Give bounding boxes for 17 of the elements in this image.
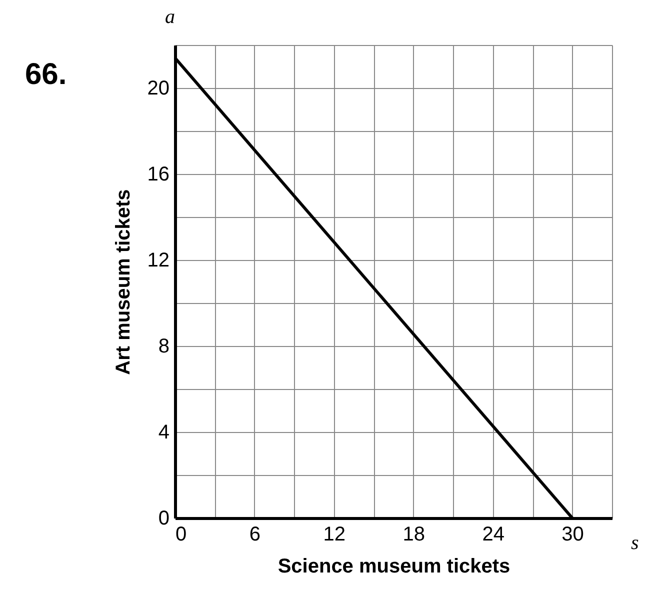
- text: 66.: [25, 58, 67, 91]
- x-tick-label: 18: [402, 524, 425, 546]
- x-tick-label: 6: [249, 524, 261, 546]
- text: s: [631, 532, 639, 554]
- x-tick-label: 12: [323, 524, 346, 546]
- y-tick-label: 0: [158, 508, 170, 530]
- y-tick-label: 16: [147, 164, 170, 186]
- x-tick-label: 30: [562, 524, 584, 546]
- x-tick-label: 24: [482, 524, 504, 546]
- text: a: [165, 6, 175, 28]
- y-tick-label: 8: [158, 336, 170, 358]
- y-axis-title: Art museum tickets: [112, 189, 134, 375]
- y-tick-label: 20: [147, 78, 170, 100]
- y-tick-label: 4: [158, 422, 170, 444]
- x-tick-label: 0: [176, 524, 187, 546]
- y-tick-label: 12: [147, 250, 170, 272]
- x-axis-title: Science museum tickets: [278, 556, 510, 578]
